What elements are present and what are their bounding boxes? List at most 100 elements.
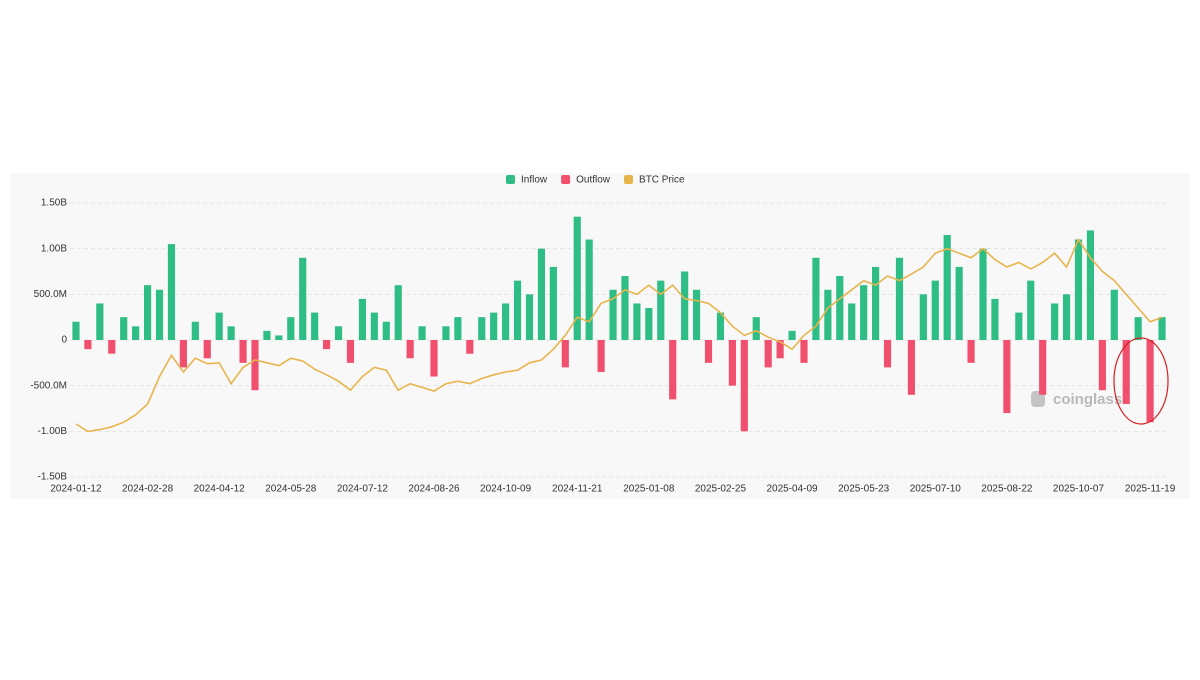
x-tick-label: 2025-05-23 [838, 484, 890, 495]
bar [525, 294, 534, 340]
bar [597, 340, 605, 372]
bar [955, 266, 963, 340]
bar [227, 326, 235, 340]
bar [824, 289, 832, 340]
bar [299, 257, 307, 340]
x-tick-label: 2025-08-22 [981, 484, 1033, 495]
y-tick-label: -1.00B [38, 426, 68, 437]
bar [776, 340, 784, 359]
bar [334, 326, 343, 340]
y-tick-label: 0 [61, 335, 67, 346]
bar [358, 298, 366, 340]
bar [764, 340, 772, 368]
legend-label: Outflow [576, 175, 611, 186]
bar [872, 266, 880, 340]
legend-swatch [624, 175, 634, 184]
bar [907, 340, 915, 395]
x-tick-label: 2025-04-09 [766, 484, 818, 495]
bar [442, 326, 450, 340]
y-tick-label: 1.00B [41, 243, 67, 254]
bar [155, 289, 164, 340]
bar [382, 321, 390, 340]
bar [943, 234, 951, 340]
x-tick-label: 2024-02-28 [122, 484, 174, 495]
bar [418, 326, 426, 340]
x-tick-label: 2024-05-28 [265, 484, 317, 495]
bar [585, 239, 593, 340]
annotation-circle [1113, 337, 1169, 425]
bar [669, 340, 677, 400]
bar [728, 340, 736, 386]
bar [239, 340, 247, 363]
bar [1134, 317, 1142, 340]
bar [323, 340, 331, 350]
bar [96, 303, 104, 340]
bar [120, 317, 128, 340]
bar [609, 289, 617, 340]
bar [215, 312, 223, 340]
y-tick-label: -500.0M [30, 380, 67, 391]
bar [704, 340, 713, 363]
bar [991, 298, 999, 340]
bar [251, 340, 259, 391]
legend-label: Inflow [521, 175, 548, 186]
x-tick-label: 2025-11-19 [1125, 484, 1176, 495]
bar [549, 266, 557, 340]
legend-swatch [506, 175, 515, 184]
bar [478, 317, 486, 340]
bar [406, 340, 414, 359]
bar [1146, 340, 1154, 423]
bar [454, 317, 462, 340]
bar [740, 340, 748, 432]
bar [895, 257, 904, 340]
bar [931, 280, 939, 340]
chart-background [10, 173, 1190, 499]
bar [466, 340, 474, 354]
bar [84, 340, 92, 350]
bar [788, 330, 796, 340]
bar [263, 330, 271, 340]
legend-swatch [561, 175, 571, 184]
x-tick-label: 2025-07-10 [910, 484, 962, 495]
bar [692, 289, 701, 340]
bar [430, 340, 438, 377]
bar [1027, 280, 1035, 340]
bar [1098, 340, 1106, 391]
bar [681, 271, 689, 340]
x-tick-label: 2024-08-26 [408, 484, 460, 495]
x-tick-label: 2025-01-08 [623, 484, 675, 495]
y-tick-label: 500.0M [34, 289, 67, 300]
bar [1122, 340, 1130, 404]
watermark-logo [1031, 391, 1045, 407]
x-tick-label: 2024-07-12 [337, 484, 389, 495]
y-tick-label: 1.50B [41, 198, 67, 209]
bar [132, 326, 140, 340]
bar [860, 285, 868, 340]
bar [919, 294, 927, 340]
bar [311, 312, 319, 340]
price-line [75, 237, 1163, 433]
bar [108, 340, 116, 354]
bar [275, 335, 283, 340]
bar [883, 340, 892, 368]
bar [561, 340, 569, 368]
watermark: coinglass [1053, 391, 1122, 408]
bar [502, 303, 510, 340]
y-tick-label: -1.50B [38, 472, 68, 483]
x-tick-label: 2024-11-21 [552, 484, 603, 495]
bar [800, 340, 808, 363]
bar [1015, 312, 1023, 340]
bar [1110, 289, 1118, 340]
bar [1086, 230, 1095, 340]
bar [513, 280, 522, 340]
bar [836, 276, 844, 340]
bar [1051, 303, 1059, 340]
bar [633, 303, 641, 340]
bar [72, 321, 80, 340]
x-tick-label: 2024-10-09 [480, 484, 532, 495]
bar [167, 244, 176, 340]
x-tick-label: 2024-01-12 [50, 484, 102, 495]
bar [1074, 239, 1083, 340]
bar [573, 216, 581, 340]
